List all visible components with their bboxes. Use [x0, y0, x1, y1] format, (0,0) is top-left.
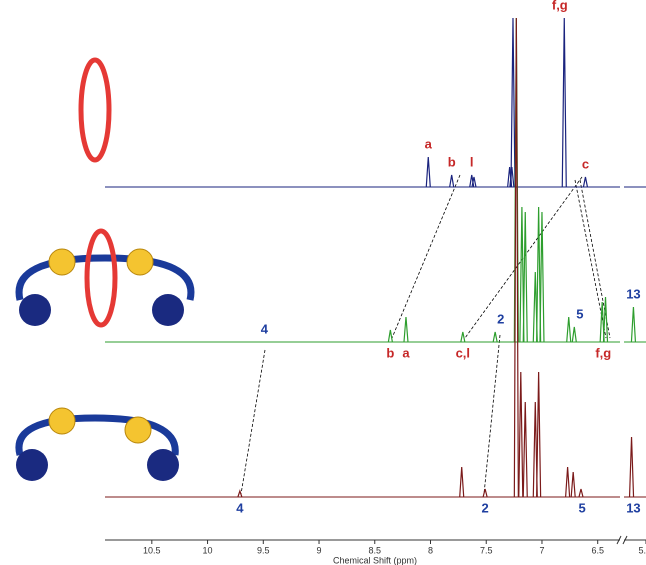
peak	[483, 489, 487, 497]
peak	[523, 212, 527, 342]
assignment-connectors	[241, 175, 610, 494]
peak	[583, 177, 587, 187]
peak-label: b	[448, 154, 456, 169]
peak	[523, 402, 527, 497]
molecule-drawings	[16, 60, 191, 481]
peak	[388, 330, 392, 342]
x-tick-label: 10	[203, 545, 213, 555]
peak	[579, 489, 583, 497]
chart: Chemical Shift (ppm) 10.5 10 9.5 9 8.5 8 7.5 7 6…	[0, 0, 646, 565]
peak	[450, 175, 454, 187]
peak	[426, 157, 430, 187]
peak	[511, 18, 515, 187]
peak-label: c,l	[456, 345, 470, 360]
peak	[631, 307, 635, 342]
peak	[519, 372, 523, 497]
peak-label: a	[425, 136, 433, 151]
peak-label: 4	[261, 321, 269, 336]
axis-break	[617, 536, 627, 544]
x-tick-label: 7.5	[480, 545, 493, 555]
peak	[461, 332, 465, 342]
x-tick-label: 10.5	[143, 545, 161, 555]
x-tick-label: 5.	[638, 545, 646, 555]
x-axis-title: Chemical Shift (ppm)	[333, 555, 417, 565]
peak-label: 2	[482, 500, 489, 515]
peak-label: f,g	[595, 345, 611, 360]
peak-label: b	[386, 345, 394, 360]
peak-label: 5	[576, 306, 583, 321]
peak-label: 2	[497, 311, 504, 326]
x-tick-label: 6.5	[591, 545, 604, 555]
peak	[572, 327, 576, 342]
peak-label: 4	[236, 500, 244, 515]
x-tick-label: 9	[317, 545, 322, 555]
peak-label: c	[582, 156, 589, 171]
peak	[562, 18, 566, 187]
ring-icon	[81, 60, 109, 160]
peak	[537, 372, 541, 497]
rotaxane-icon	[19, 231, 191, 326]
peak	[493, 332, 497, 342]
peak-label: 13	[626, 286, 640, 301]
peak-label: f,g	[552, 0, 568, 12]
peak	[460, 467, 464, 497]
x-tick-label: 8.5	[369, 545, 382, 555]
x-tick-label: 7	[539, 545, 544, 555]
peak	[540, 212, 544, 342]
peak	[404, 317, 408, 342]
peak	[238, 491, 242, 497]
x-tick-label: 8	[428, 545, 433, 555]
peak	[604, 297, 608, 342]
peak-label: 13	[626, 500, 640, 515]
peak-label: a	[402, 345, 410, 360]
peak	[567, 317, 571, 342]
peak	[630, 437, 634, 497]
peak	[566, 467, 570, 497]
peak-label: l	[470, 154, 474, 169]
peak	[514, 18, 518, 497]
x-tick-label: 9.5	[257, 545, 270, 555]
thread-icon	[16, 408, 179, 481]
peak	[571, 472, 575, 497]
peak-label: 5	[578, 500, 585, 515]
